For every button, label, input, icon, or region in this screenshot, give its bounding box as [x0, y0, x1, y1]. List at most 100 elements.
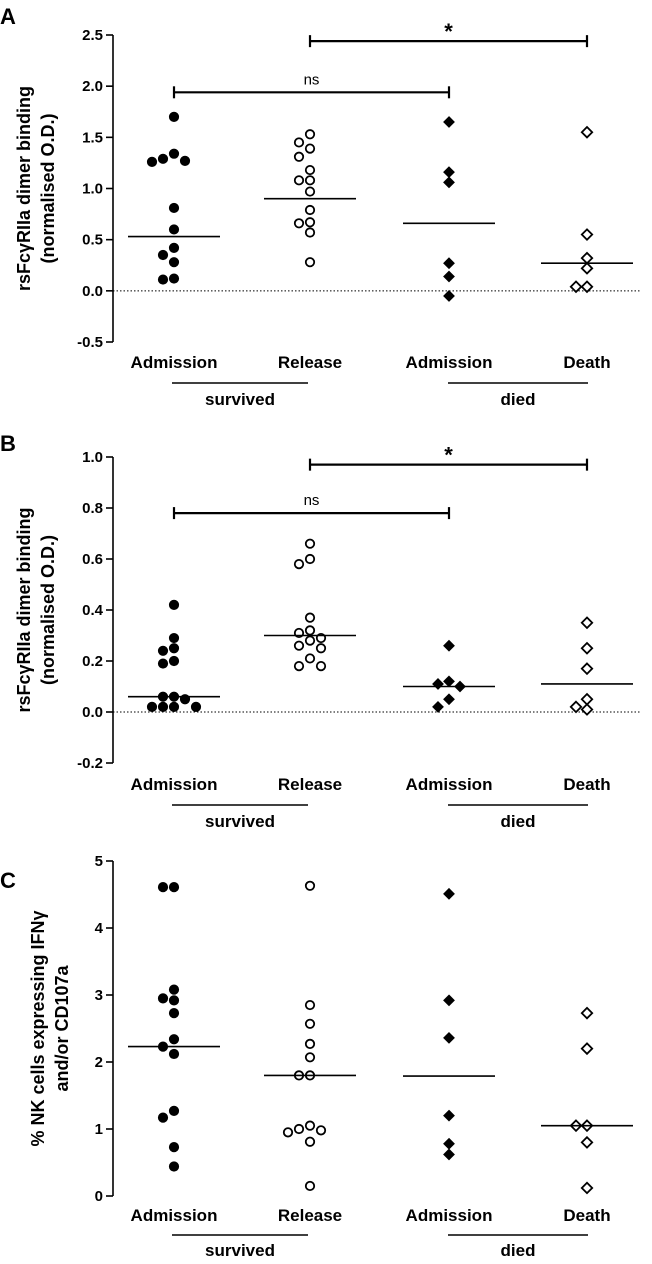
data-point: [168, 148, 180, 159]
y-tick-label: 1.5: [82, 129, 103, 146]
panel-label: A: [0, 4, 16, 29]
data-point: [443, 887, 455, 900]
data-point: [304, 625, 316, 636]
group-label: died: [501, 1241, 536, 1260]
data-point: [293, 175, 305, 186]
group-label: survived: [205, 390, 275, 409]
data-point: [443, 994, 455, 1007]
x-category-label: Admission: [131, 1206, 218, 1225]
data-point: [443, 675, 455, 688]
data-point: [304, 1018, 316, 1029]
y-axis-label: % NK cells expressing IFNγ: [28, 910, 48, 1146]
data-point: [580, 702, 594, 716]
x-category-label: Admission: [406, 1206, 493, 1225]
significance-label: *: [444, 443, 453, 468]
data-point: [580, 261, 594, 275]
y-tick-label: 1.0: [82, 181, 103, 198]
data-point: [304, 1136, 316, 1147]
y-tick-label: -0.5: [77, 334, 103, 351]
data-point: [443, 639, 455, 652]
data-point: [580, 251, 594, 265]
data-point: [580, 641, 594, 655]
data-point: [443, 166, 455, 179]
data-point: [304, 175, 316, 186]
data-point: [168, 273, 180, 284]
data-point: [580, 1006, 594, 1020]
y-axis-label: rsFcγRIIa dimer binding: [14, 86, 34, 291]
data-point: [168, 1105, 180, 1117]
data-point: [580, 662, 594, 676]
data-point: [315, 643, 327, 654]
x-category-label: Death: [563, 1206, 610, 1225]
y-tick-label: 0.6: [82, 551, 103, 568]
data-point: [443, 116, 455, 128]
data-point: [179, 155, 191, 166]
data-point: [146, 156, 158, 167]
y-tick-label: 0.5: [82, 232, 103, 249]
data-point: [304, 880, 316, 891]
data-point: [157, 153, 169, 164]
y-axis-label: rsFcγRIIa dimer binding: [14, 507, 34, 712]
data-point: [157, 274, 169, 285]
x-category-label: Admission: [131, 353, 218, 372]
data-point: [168, 701, 180, 713]
data-point: [304, 635, 316, 646]
group-label: died: [501, 812, 536, 831]
data-point: [315, 1125, 327, 1136]
y-tick-label: 1: [95, 1121, 103, 1138]
data-point: [304, 164, 316, 176]
data-point: [168, 995, 180, 1006]
data-point: [146, 701, 158, 713]
x-category-label: Death: [563, 353, 610, 372]
data-point: [580, 280, 594, 294]
y-axis-label-sub: and/or CD107a: [52, 964, 72, 1091]
x-category-label: Admission: [406, 775, 493, 794]
data-point: [304, 204, 316, 216]
data-point: [157, 993, 169, 1004]
panel-label: C: [0, 868, 16, 893]
x-category-label: Admission: [131, 775, 218, 794]
data-point: [168, 632, 180, 644]
data-point: [293, 137, 305, 148]
data-point: [580, 692, 594, 706]
group-label: survived: [205, 812, 275, 831]
x-category-label: Release: [278, 775, 342, 794]
data-point: [168, 202, 180, 214]
data-point: [569, 700, 583, 714]
data-point: [304, 143, 316, 154]
data-point: [304, 129, 316, 140]
data-point: [569, 280, 583, 294]
x-category-label: Release: [278, 1206, 342, 1225]
data-point: [443, 1148, 455, 1161]
data-point: [304, 553, 316, 565]
data-point: [443, 1031, 455, 1044]
data-point: [304, 217, 316, 228]
y-tick-label: 0.2: [82, 653, 103, 670]
panel-label: B: [0, 431, 16, 456]
data-point: [304, 1180, 316, 1192]
data-point: [304, 1052, 316, 1063]
data-point: [580, 1135, 594, 1149]
y-axis-label-sub: (normalised O.D.): [38, 535, 58, 685]
data-point: [282, 1127, 294, 1138]
data-point: [293, 218, 305, 229]
data-point: [293, 660, 305, 672]
data-point: [443, 270, 455, 283]
data-point: [443, 693, 455, 706]
data-point: [168, 655, 180, 667]
data-point: [432, 678, 444, 690]
y-tick-label: 0.8: [82, 500, 103, 517]
data-point: [168, 1007, 180, 1019]
data-point: [157, 701, 169, 713]
data-point: [157, 882, 169, 893]
y-tick-label: -0.2: [77, 755, 103, 772]
significance-label: *: [444, 19, 453, 44]
data-point: [157, 645, 169, 656]
y-tick-label: 1.0: [82, 449, 103, 466]
group-label: survived: [205, 1241, 275, 1260]
data-point: [168, 257, 180, 268]
y-tick-label: 5: [95, 853, 103, 870]
data-point: [168, 224, 180, 235]
